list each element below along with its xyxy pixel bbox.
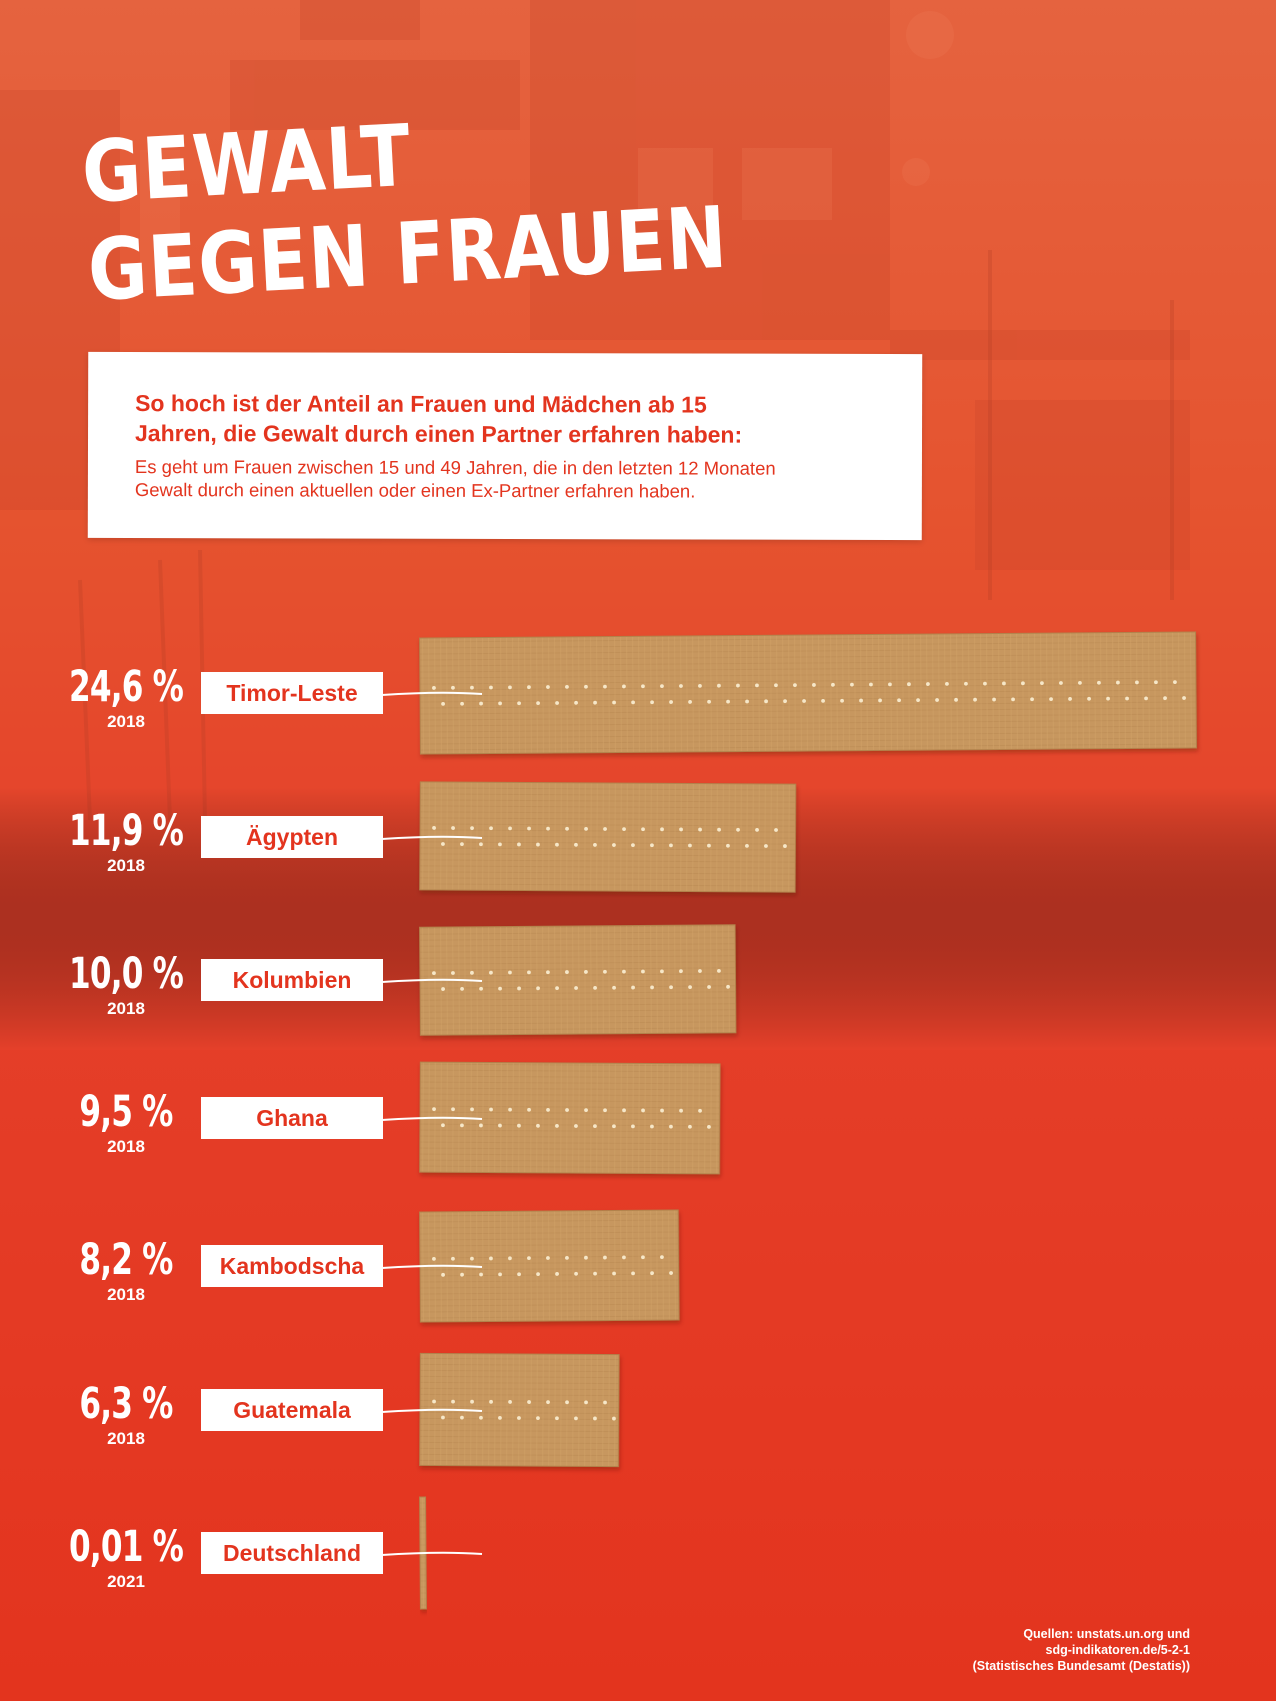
country-label-deutschland: Deutschland <box>223 1540 361 1566</box>
year-label-aegypten: 2018 <box>107 856 145 875</box>
country-label-box-kambodscha <box>201 1245 383 1287</box>
value-label-kolumbien: 10,0 % <box>69 948 184 998</box>
bar-perforation-kambodscha <box>432 1255 673 1277</box>
connector-timor-leste <box>381 691 483 696</box>
year-label-kambodscha: 2018 <box>107 1285 145 1304</box>
country-label-aegypten: Ägypten <box>246 824 338 850</box>
country-label-box-kolumbien <box>201 959 383 1001</box>
bar-perforation-timor-leste <box>432 680 1186 706</box>
country-label-kambodscha: Kambodscha <box>220 1253 365 1279</box>
year-label-kolumbien: 2018 <box>107 999 145 1018</box>
bar-group-kolumbien <box>419 924 737 1036</box>
country-label-box-guatemala <box>201 1389 383 1431</box>
country-label-box-deutschland <box>201 1532 383 1574</box>
intro-headline-line-1: So hoch ist der Anteil an Frauen und Mäd… <box>135 390 707 418</box>
bar-perforation-kolumbien <box>432 968 730 991</box>
bar-timor-leste <box>419 631 1197 755</box>
bar-group-guatemala <box>419 1352 620 1468</box>
connector-deutschland <box>381 1551 483 1556</box>
connector-kambodscha <box>381 1264 483 1269</box>
bar-group-timor-leste <box>419 631 1197 755</box>
connector-kolumbien <box>381 978 483 983</box>
country-label-box-timor-leste <box>201 672 383 714</box>
intro-subtext-line-1: Es geht um Frauen zwischen 15 und 49 Jah… <box>134 456 776 479</box>
connector-aegypten <box>381 835 483 840</box>
country-label-timor-leste: Timor-Leste <box>226 680 357 706</box>
connector-ghana <box>381 1116 483 1121</box>
year-label-guatemala: 2018 <box>107 1429 145 1448</box>
sources-line-1: Quellen: unstats.un.org und <box>1023 1627 1190 1641</box>
intro-box: So hoch ist der Anteil an Frauen und Mäd… <box>87 351 923 541</box>
sources: Quellen: unstats.un.org und sdg-indikato… <box>770 1626 1190 1674</box>
bar-kolumbien <box>419 924 737 1036</box>
bar-perforation-aegypten <box>432 826 787 848</box>
intro-subtext: Es geht um Frauen zwischen 15 und 49 Jah… <box>135 455 895 503</box>
country-label-kolumbien: Kolumbien <box>233 967 352 993</box>
year-label-ghana: 2018 <box>107 1137 145 1156</box>
bar-group-aegypten <box>419 781 797 893</box>
value-label-deutschland: 0,01 % <box>69 1521 184 1571</box>
country-label-box-aegypten <box>201 816 383 858</box>
country-label-ghana: Ghana <box>256 1105 328 1131</box>
value-label-kambodscha: 8,2 % <box>79 1234 173 1284</box>
page-title-line-1: GEWALT <box>79 105 414 222</box>
intro-headline: So hoch ist der Anteil an Frauen und Mäd… <box>135 388 895 450</box>
value-label-aegypten: 11,9 % <box>69 805 184 855</box>
connector-guatemala <box>381 1408 483 1413</box>
sources-line-2: sdg-indikatoren.de/5-2-1 <box>1045 1643 1190 1657</box>
value-label-ghana: 9,5 % <box>79 1086 173 1136</box>
sources-line-3: (Statistisches Bundesamt (Destatis)) <box>972 1659 1190 1673</box>
bar-perforation-guatemala <box>432 1399 616 1421</box>
country-label-box-ghana <box>201 1097 383 1139</box>
value-label-timor-leste: 24,6 % <box>69 661 184 711</box>
year-label-deutschland: 2021 <box>107 1572 145 1591</box>
country-label-guatemala: Guatemala <box>233 1397 351 1423</box>
year-label-timor-leste: 2018 <box>107 712 145 731</box>
value-label-guatemala: 6,3 % <box>79 1378 173 1428</box>
intro-subtext-line-2: Gewalt durch einen aktuellen oder einen … <box>134 479 696 502</box>
bar-perforation-ghana <box>432 1107 711 1129</box>
intro-headline-line-2: Jahren, die Gewalt durch einen Partner e… <box>134 420 743 448</box>
bar-aegypten <box>419 781 797 893</box>
